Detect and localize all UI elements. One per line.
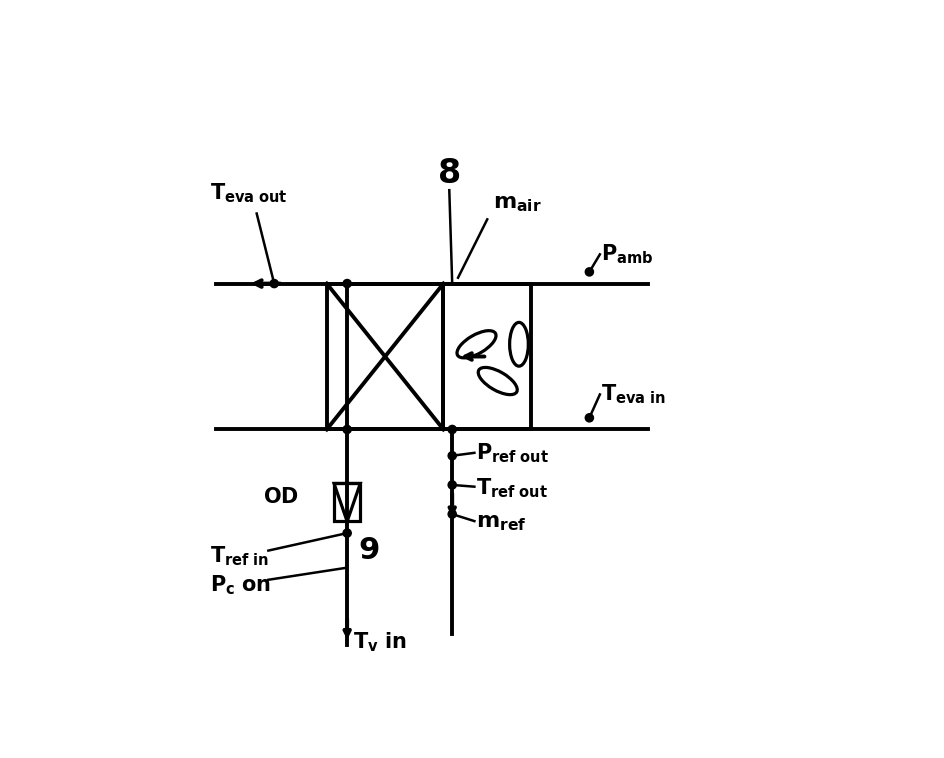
Text: $\mathbf{T_{eva\ in}}$: $\mathbf{T_{eva\ in}}$ [600, 383, 666, 406]
Circle shape [447, 425, 456, 434]
Bar [333, 484, 360, 522]
Text: $\mathbf{OD}$: $\mathbf{OD}$ [262, 487, 298, 506]
Circle shape [447, 452, 456, 460]
Circle shape [343, 529, 351, 537]
Text: 8: 8 [437, 157, 461, 190]
Text: $\mathbf{m_{ref}}$: $\mathbf{m_{ref}}$ [475, 513, 526, 533]
Text: $\mathbf{T_v\ in}$: $\mathbf{T_v\ in}$ [353, 631, 406, 654]
Circle shape [270, 280, 278, 287]
Circle shape [584, 414, 593, 422]
Circle shape [343, 425, 351, 434]
Circle shape [447, 481, 456, 489]
Text: $\mathbf{P_{ref\ out}}$: $\mathbf{P_{ref\ out}}$ [475, 441, 548, 465]
Text: $\mathbf{P_c\ on}$: $\mathbf{P_c\ on}$ [210, 574, 271, 597]
Bar [443, 283, 531, 430]
Text: $\mathbf{P_{amb}}$: $\mathbf{P_{amb}}$ [600, 243, 653, 266]
Text: $\mathbf{T_{ref\ out}}$: $\mathbf{T_{ref\ out}}$ [475, 476, 547, 500]
Text: $\mathbf{T_{ref\ in}}$: $\mathbf{T_{ref\ in}}$ [210, 545, 269, 568]
Circle shape [584, 268, 593, 276]
Text: $\mathbf{T_{eva\ out}}$: $\mathbf{T_{eva\ out}}$ [210, 181, 287, 205]
Bar [327, 283, 443, 430]
Circle shape [447, 510, 456, 518]
Text: 9: 9 [359, 536, 379, 565]
Text: $\mathbf{m_{air}}$: $\mathbf{m_{air}}$ [493, 193, 541, 214]
Circle shape [343, 280, 351, 287]
